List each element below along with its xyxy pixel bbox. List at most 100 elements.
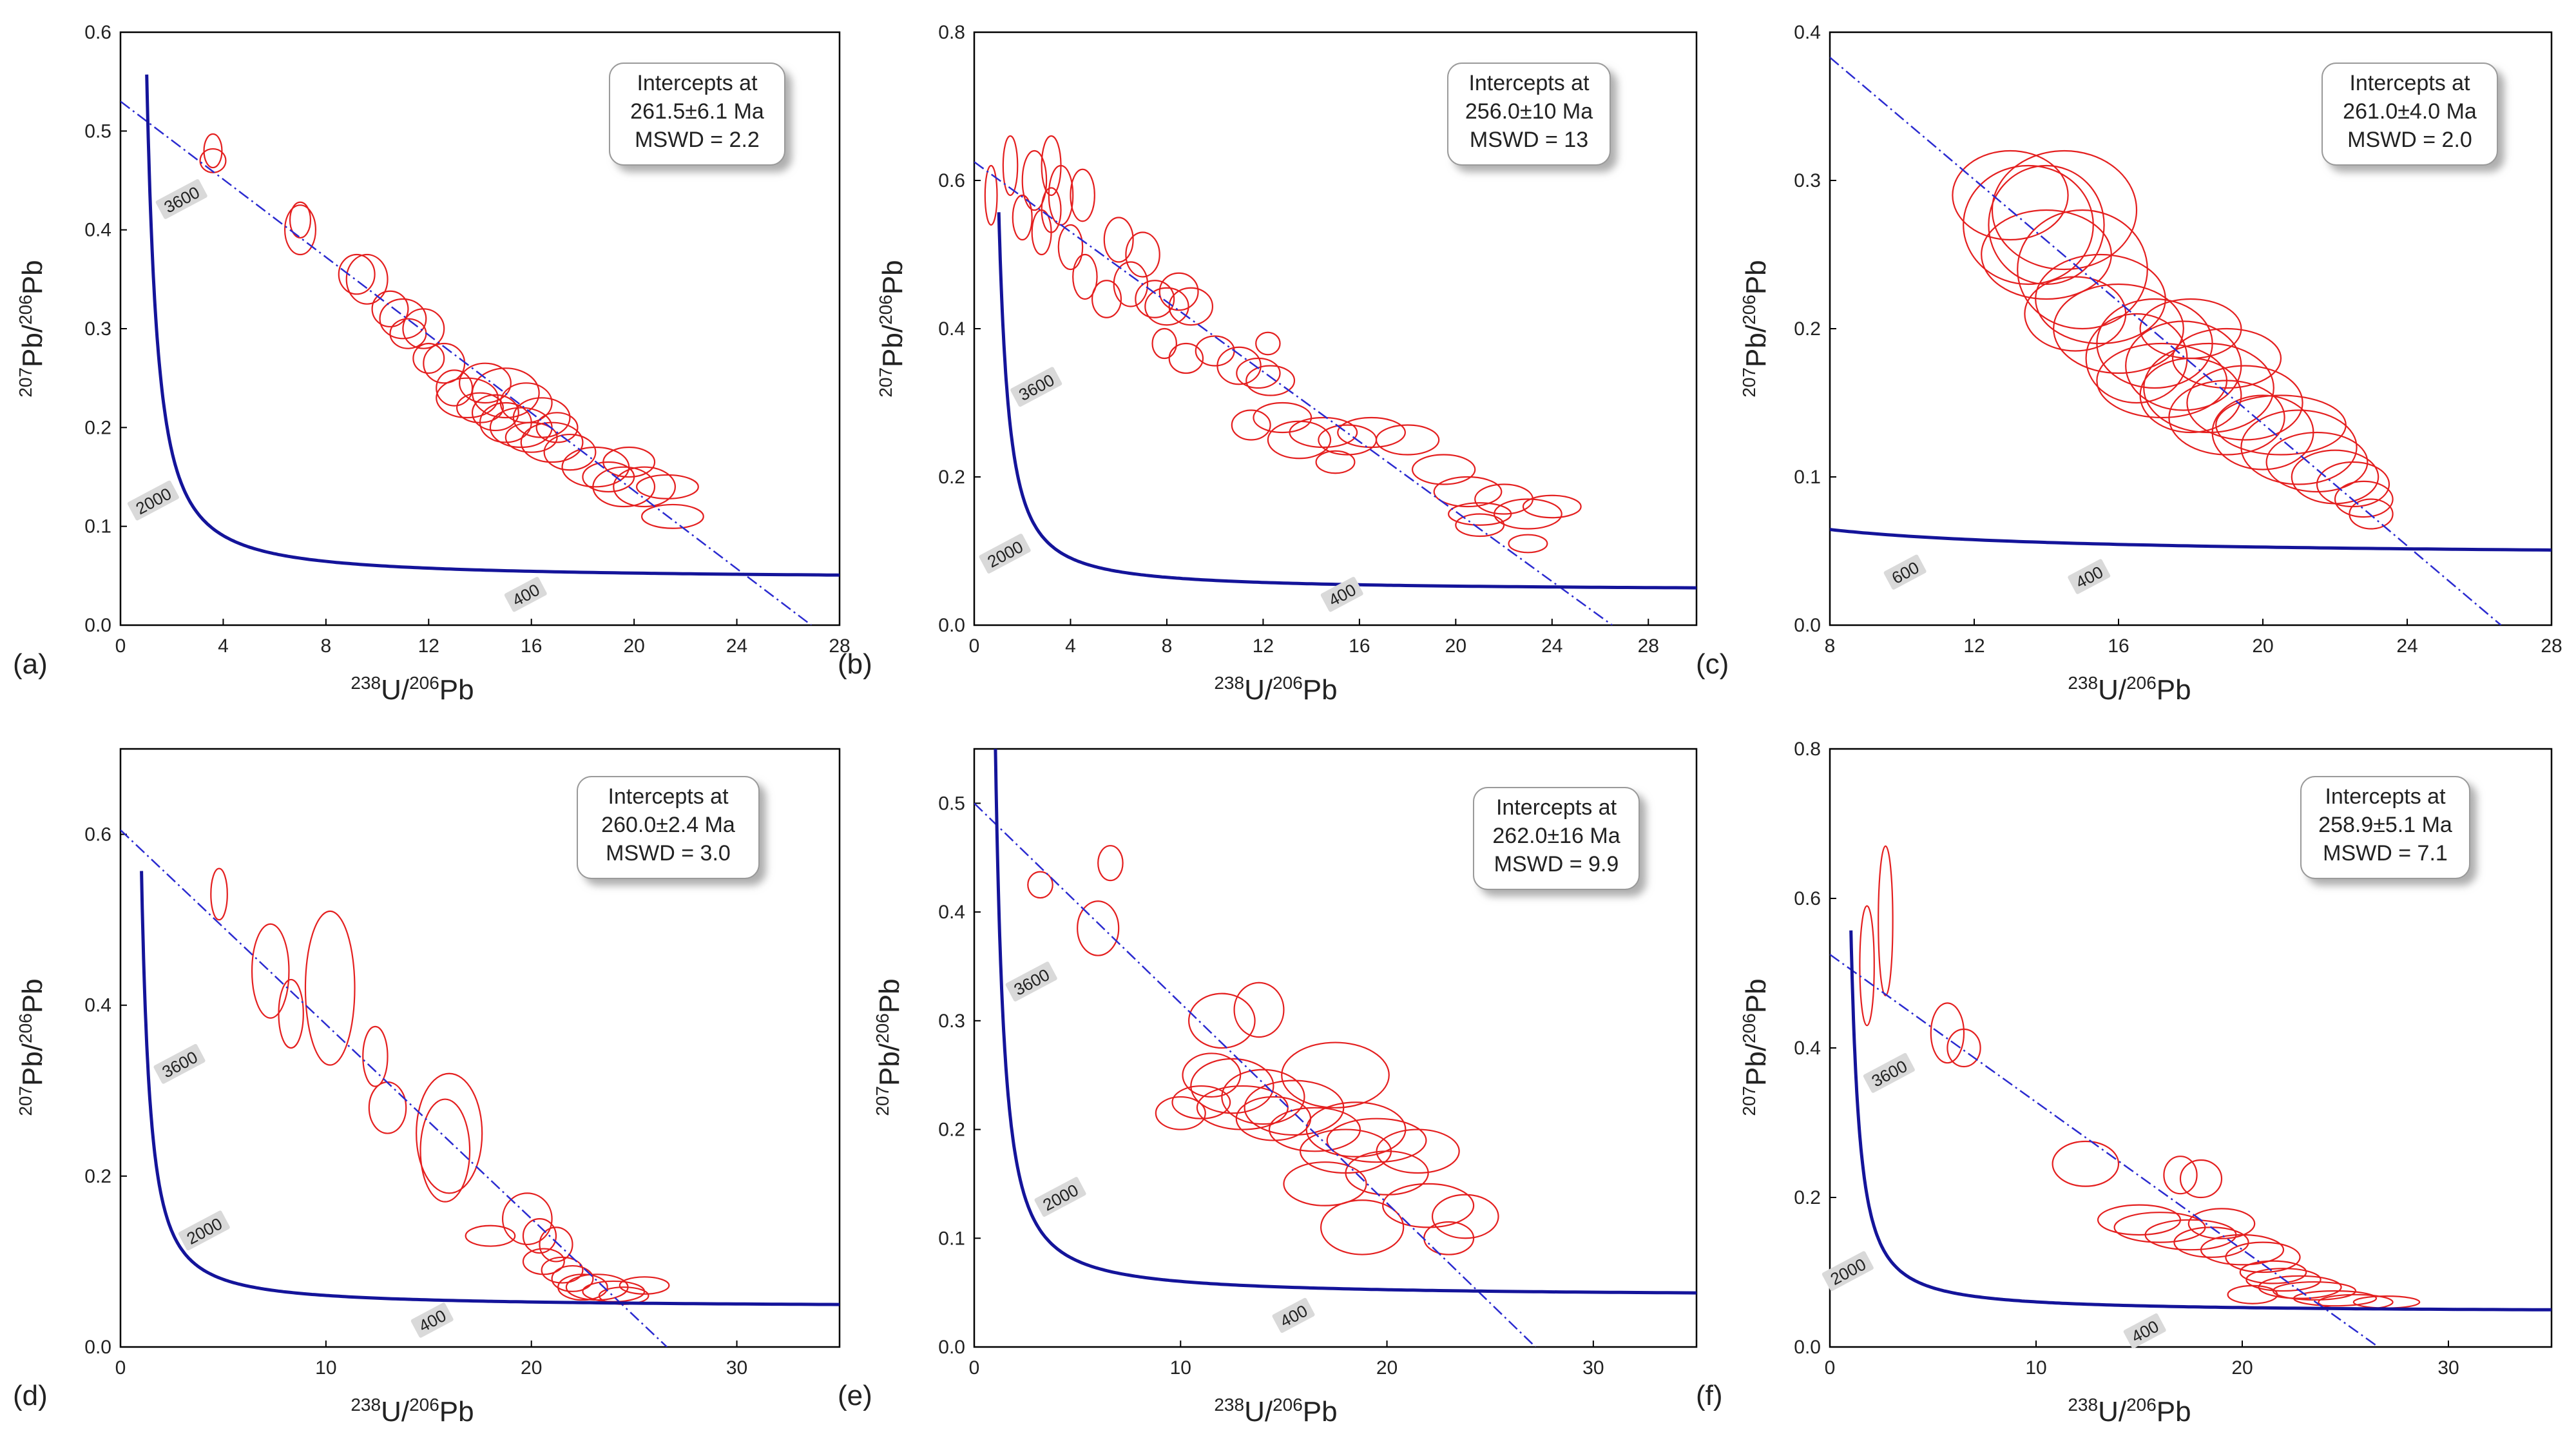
error-ellipse [1320, 1199, 1405, 1255]
intercept-box-line: Intercepts at [2325, 784, 2446, 809]
intercept-box: Intercepts at 262.0±16 Ma MSWD = 9.9 [1473, 787, 1640, 890]
error-ellipse [1255, 331, 1281, 356]
y-tick-label: 0.5 [938, 793, 965, 814]
panel-label: (a) [13, 648, 48, 680]
chart-panel-c: 8 12 16 20 24 28 0.0 0.1 0.2 0.3 0.4 600 400 Intercep… [1696, 22, 2562, 706]
y-tick-label: 0.4 [1794, 22, 1821, 43]
error-ellipse [1236, 357, 1281, 389]
x-tick-label: 8 [1825, 635, 1836, 657]
error-ellipse [1253, 402, 1312, 434]
error-ellipse [1382, 1183, 1475, 1228]
error-ellipse [522, 1248, 565, 1275]
intercept-box-line: 260.0±2.4 Ma [601, 813, 735, 837]
age-label: 600 [1883, 554, 1927, 590]
error-ellipse [1305, 1101, 1407, 1157]
x-tick-label: 8 [1162, 635, 1173, 657]
x-tick-label: 16 [521, 635, 542, 657]
x-tick-label: 24 [2396, 635, 2417, 657]
error-ellipse [1091, 280, 1122, 318]
error-ellipse [2240, 409, 2358, 485]
y-axis-title-iso2: 206 [872, 1013, 892, 1043]
error-ellipse [1155, 1096, 1206, 1130]
error-ellipse [602, 446, 656, 478]
error-ellipse [2292, 1290, 2378, 1307]
error-ellipse [465, 1225, 516, 1247]
error-ellipse [1946, 1028, 1981, 1068]
intercept-box-line: MSWD = 3.0 [606, 841, 731, 866]
error-ellipse [613, 466, 677, 508]
error-ellipse [2053, 283, 2184, 374]
error-ellipse [284, 204, 317, 256]
intercept-box-line: Intercepts at [1468, 71, 1590, 95]
x-axis-title: 238U/206Pb [1214, 1395, 1337, 1428]
age-label: 3600 [1010, 367, 1062, 407]
error-ellipse [1433, 476, 1503, 508]
error-ellipse [1233, 982, 1285, 1038]
y-tick-label: 0.6 [1794, 888, 1821, 909]
x-axis-title: 238U/206Pb [2068, 673, 2191, 706]
y-tick-label: 0.0 [84, 615, 111, 636]
error-ellipse [1963, 164, 2094, 286]
age-label: 2000 [979, 534, 1031, 574]
intercept-line [120, 829, 668, 1347]
error-ellipse [1057, 224, 1084, 271]
y-axis-title-text2: Pb [1740, 260, 1772, 295]
age-label-bg [1883, 554, 1927, 590]
y-tick-label: 0.1 [1794, 467, 1821, 488]
error-ellipse [402, 308, 445, 349]
age-label: 3600 [1863, 1052, 1915, 1093]
error-ellipse [1411, 454, 1476, 485]
error-ellipse [278, 978, 304, 1049]
age-label: 3600 [155, 179, 207, 219]
age-label-bg [2068, 559, 2111, 594]
error-ellipse [592, 466, 656, 508]
error-ellipse [2200, 1234, 2285, 1266]
error-ellipse [1508, 534, 1548, 554]
x-axis-title-text: U/ [1244, 674, 1273, 706]
error-ellipse [1012, 194, 1033, 241]
y-axis-title-text: Pb/ [877, 324, 908, 367]
y-axis-title-iso: 207 [15, 367, 35, 398]
age-label-bg [155, 179, 207, 219]
plot-area [120, 74, 840, 625]
error-ellipse [1135, 280, 1175, 318]
error-ellipse [1113, 261, 1149, 307]
error-ellipse [1168, 342, 1204, 374]
chart-panel-e: 0 10 20 30 0.0 0.1 0.2 0.3 0.4 0.5 3600 2000 400 Inte… [838, 748, 1698, 1428]
error-ellipse [1021, 150, 1048, 211]
x-tick-label: 8 [321, 635, 332, 657]
age-label: 400 [1272, 1297, 1315, 1333]
error-ellipse [641, 503, 704, 529]
intercept-box: Intercepts at 261.5±6.1 Ma MSWD = 2.2 [609, 63, 785, 166]
age-label-bg [2123, 1313, 2166, 1349]
error-ellipse [2272, 1281, 2357, 1301]
error-ellipse [1375, 424, 1440, 456]
age-label-bg [1005, 962, 1057, 1002]
age-label-bg [979, 534, 1031, 574]
intercept-box-line: 258.9±5.1 Ma [2318, 813, 2452, 837]
concordia-curve [145, 74, 840, 577]
intercept-box-line: Intercepts at [608, 784, 729, 809]
age-label: 3600 [1005, 962, 1057, 1002]
x-tick-label: 20 [521, 1357, 542, 1379]
error-ellipse [557, 1274, 608, 1301]
intercept-box-line: MSWD = 2.2 [635, 128, 760, 152]
x-tick-label: 16 [2108, 635, 2129, 657]
x-tick-label: 0 [969, 1357, 980, 1379]
intercept-box-line: MSWD = 7.1 [2323, 841, 2448, 866]
y-axis-title-iso2: 206 [1739, 295, 1759, 325]
y-axis-title: 207Pb/206Pb [15, 260, 48, 397]
error-ellipse [1171, 1085, 1231, 1119]
x-axis-title: 238U/206Pb [1214, 673, 1337, 706]
age-label-bg [178, 1210, 230, 1251]
error-ellipse [371, 290, 409, 328]
error-ellipse [1859, 905, 1875, 1027]
error-ellipse [210, 867, 228, 921]
error-ellipse [541, 1256, 584, 1284]
x-tick-label: 20 [1376, 1357, 1398, 1379]
y-tick-label: 0.4 [1794, 1038, 1821, 1059]
y-axis-title-text: Pb/ [874, 1043, 905, 1086]
error-ellipse [1077, 900, 1120, 956]
error-ellipse [551, 1264, 594, 1292]
intercept-line [120, 101, 812, 625]
